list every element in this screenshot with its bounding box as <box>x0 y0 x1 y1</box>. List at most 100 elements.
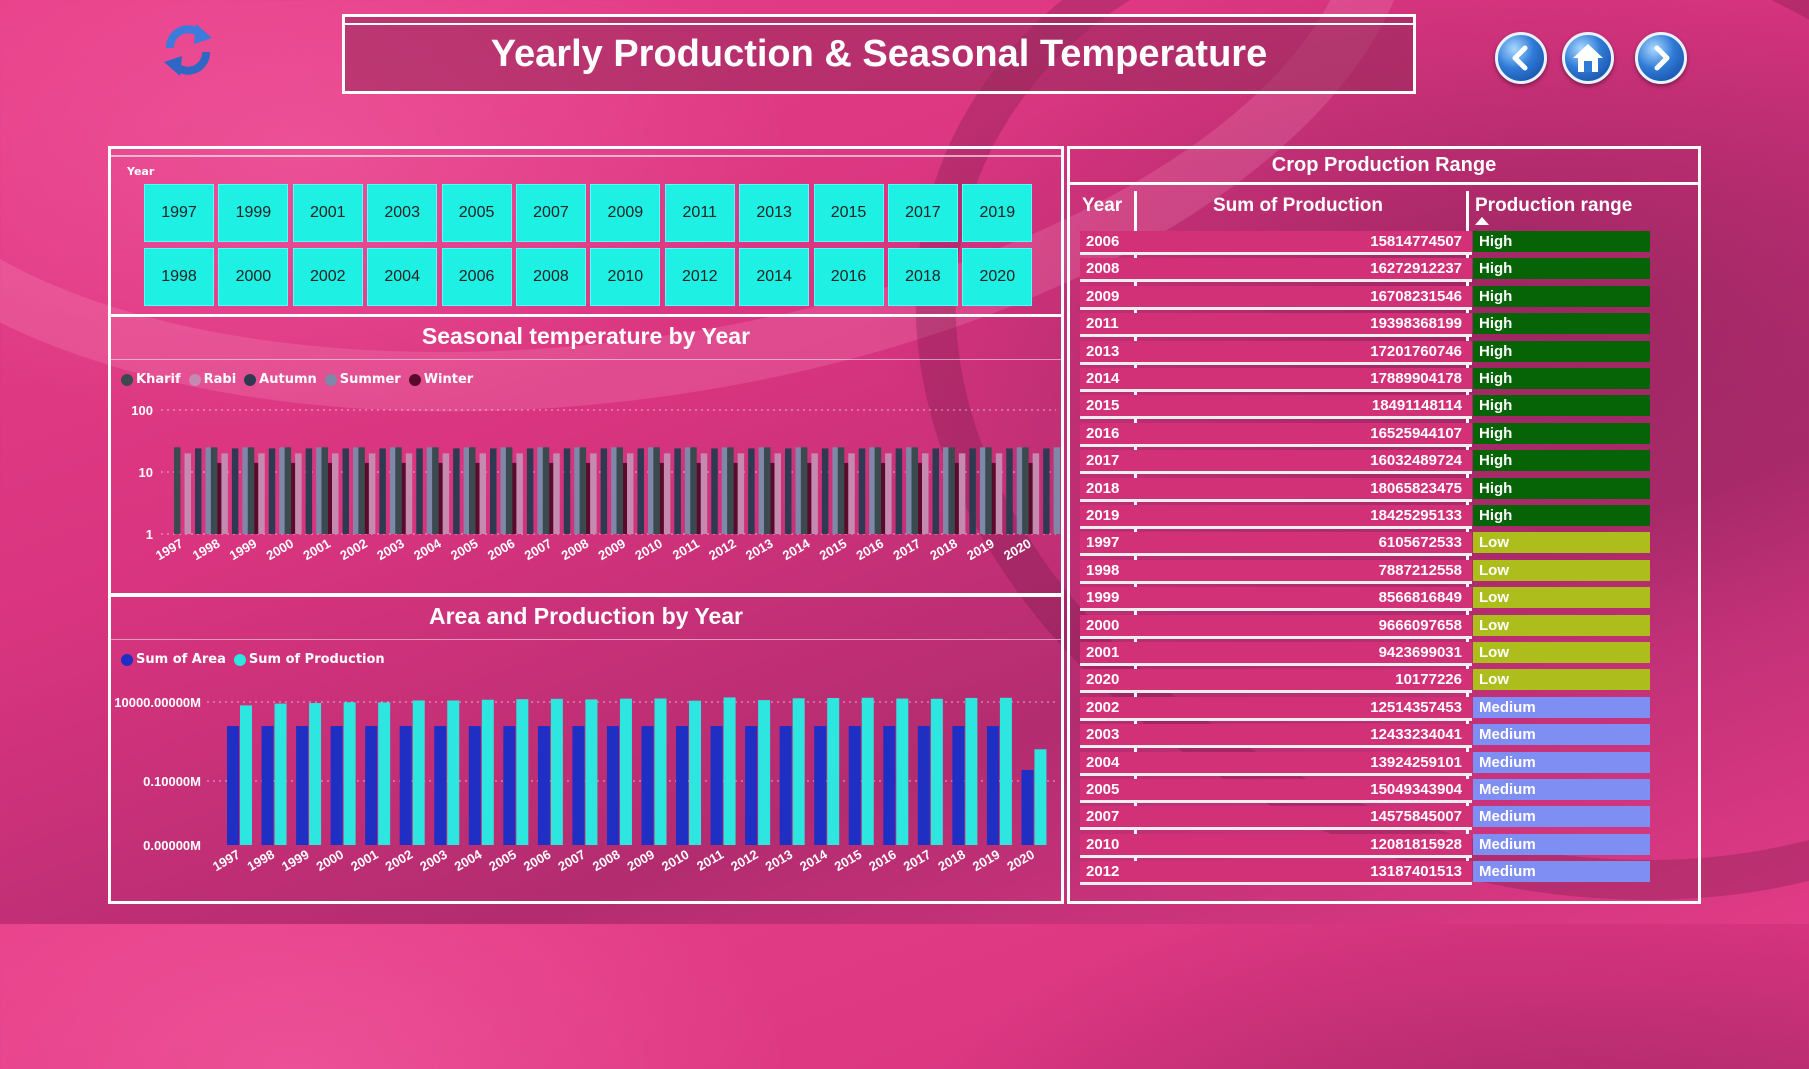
bar-kharif-2003[interactable] <box>395 447 402 534</box>
bar-autumn-2008[interactable] <box>600 448 608 534</box>
bar-winter-1997[interactable] <box>216 462 223 534</box>
bar-sum-of-production-2001[interactable] <box>378 702 391 845</box>
bar-kharif-2012[interactable] <box>727 447 734 534</box>
bar-rabi-2003[interactable] <box>405 453 413 534</box>
year-button-2012[interactable]: 2012 <box>664 248 735 306</box>
year-button-2006[interactable]: 2006 <box>441 248 512 306</box>
bar-autumn-2011[interactable] <box>711 448 718 534</box>
bar-sum-of-area-2016[interactable] <box>883 726 896 845</box>
legend-item[interactable]: Sum of Area <box>121 652 226 667</box>
bar-winter-2013[interactable] <box>806 462 813 534</box>
bar-sum-of-production-2007[interactable] <box>585 699 598 845</box>
bar-kharif-2008[interactable] <box>579 447 587 534</box>
bar-sum-of-area-2017[interactable] <box>917 726 930 845</box>
bar-rabi-2017[interactable] <box>922 453 929 534</box>
bar-kharif-2013[interactable] <box>764 447 771 534</box>
table-row[interactable]: 2006 15814774507 High <box>1080 231 1657 255</box>
bar-summer-2000[interactable] <box>316 447 323 534</box>
bar-autumn-2020[interactable] <box>1043 448 1050 534</box>
table-row[interactable]: 2008 16272912237 High <box>1080 258 1657 283</box>
bar-sum-of-area-2010[interactable] <box>676 726 689 845</box>
bar-sum-of-production-2015[interactable] <box>861 697 874 845</box>
bar-kharif-1997[interactable] <box>174 447 181 534</box>
bar-kharif-2020[interactable] <box>1022 447 1029 534</box>
bar-sum-of-area-2018[interactable] <box>952 726 965 845</box>
bar-winter-2005[interactable] <box>511 462 518 534</box>
bar-sum-of-production-2020[interactable] <box>1034 749 1047 845</box>
bar-winter-2011[interactable] <box>732 462 739 534</box>
year-button-2007[interactable]: 2007 <box>515 184 586 242</box>
bar-kharif-2007[interactable] <box>542 447 550 534</box>
bar-summer-2017[interactable] <box>943 447 950 534</box>
bar-summer-2010[interactable] <box>684 447 692 534</box>
bar-sum-of-area-2003[interactable] <box>434 726 447 845</box>
bar-sum-of-production-2014[interactable] <box>827 698 840 845</box>
bar-sum-of-production-1998[interactable] <box>274 703 287 845</box>
bar-kharif-2006[interactable] <box>505 447 513 534</box>
bar-kharif-1999[interactable] <box>247 447 255 534</box>
bar-autumn-2005[interactable] <box>490 448 497 534</box>
year-button-2020[interactable]: 2020 <box>962 248 1033 306</box>
bar-rabi-2016[interactable] <box>885 453 892 534</box>
bar-sum-of-area-2013[interactable] <box>779 726 792 845</box>
bar-summer-2011[interactable] <box>721 447 729 534</box>
table-row[interactable]: 2010 12081815928 Medium <box>1080 833 1657 858</box>
bar-sum-of-production-2018[interactable] <box>965 697 978 845</box>
year-button-2018[interactable]: 2018 <box>887 248 958 306</box>
table-row[interactable]: 2005 15049343904 Medium <box>1080 779 1657 803</box>
bar-sum-of-production-2000[interactable] <box>343 702 356 845</box>
bar-autumn-2001[interactable] <box>342 448 350 534</box>
forward-button[interactable] <box>1635 32 1687 84</box>
bar-summer-2001[interactable] <box>353 447 360 534</box>
bar-rabi-2010[interactable] <box>663 453 671 534</box>
bar-autumn-2009[interactable] <box>637 448 645 534</box>
bar-sum-of-area-2019[interactable] <box>986 726 999 845</box>
table-row[interactable]: 2020 10177226 Low <box>1080 669 1657 694</box>
bar-winter-2000[interactable] <box>326 462 334 534</box>
bar-rabi-2013[interactable] <box>774 453 782 534</box>
legend-item[interactable]: Autumn <box>244 372 317 387</box>
bar-sum-of-area-1999[interactable] <box>296 726 309 845</box>
bar-sum-of-production-2017[interactable] <box>930 698 943 845</box>
bar-rabi-2002[interactable] <box>368 453 376 534</box>
table-row[interactable]: 2015 18491148114 High <box>1080 395 1657 420</box>
bar-summer-1998[interactable] <box>242 447 249 534</box>
bar-sum-of-area-2004[interactable] <box>468 726 481 845</box>
bar-rabi-2012[interactable] <box>737 453 745 534</box>
bar-autumn-1999[interactable] <box>268 448 276 534</box>
bar-rabi-2019[interactable] <box>995 453 1003 534</box>
bar-kharif-2005[interactable] <box>469 447 476 534</box>
bar-rabi-2006[interactable] <box>516 453 523 534</box>
bar-winter-2017[interactable] <box>953 462 961 534</box>
bar-kharif-2018[interactable] <box>948 447 955 534</box>
bar-winter-2012[interactable] <box>769 462 776 534</box>
bar-summer-2009[interactable] <box>648 447 655 534</box>
bar-kharif-2019[interactable] <box>985 447 992 534</box>
table-row[interactable]: 2019 18425295133 High <box>1080 505 1657 529</box>
bar-rabi-2000[interactable] <box>295 453 302 534</box>
bar-rabi-2018[interactable] <box>958 453 966 534</box>
year-button-2000[interactable]: 2000 <box>218 248 289 306</box>
bar-kharif-2000[interactable] <box>284 447 292 534</box>
bar-autumn-2010[interactable] <box>674 448 681 534</box>
bar-rabi-2009[interactable] <box>627 453 634 534</box>
bar-sum-of-production-2010[interactable] <box>689 700 702 845</box>
bar-winter-2001[interactable] <box>363 462 371 534</box>
bar-rabi-2004[interactable] <box>442 453 450 534</box>
bar-summer-2007[interactable] <box>574 447 581 534</box>
bar-sum-of-production-2016[interactable] <box>896 698 909 845</box>
bar-autumn-2006[interactable] <box>526 448 534 534</box>
table-row[interactable]: 2016 16525944107 High <box>1080 422 1657 447</box>
table-row[interactable]: 2012 13187401513 Medium <box>1080 861 1657 886</box>
bar-rabi-1999[interactable] <box>258 453 265 534</box>
bar-sum-of-area-1997[interactable] <box>227 726 239 845</box>
bar-rabi-1998[interactable] <box>221 453 228 534</box>
bar-summer-2002[interactable] <box>389 447 397 534</box>
table-row[interactable]: 1998 7887212558 Low <box>1080 559 1657 584</box>
bar-sum-of-area-2014[interactable] <box>814 726 827 845</box>
bar-sum-of-area-2006[interactable] <box>537 726 550 845</box>
bar-autumn-2004[interactable] <box>453 448 460 534</box>
legend-item[interactable]: Sum of Production <box>233 652 385 667</box>
bar-summer-2012[interactable] <box>758 447 766 534</box>
bar-sum-of-production-2011[interactable] <box>723 697 736 845</box>
